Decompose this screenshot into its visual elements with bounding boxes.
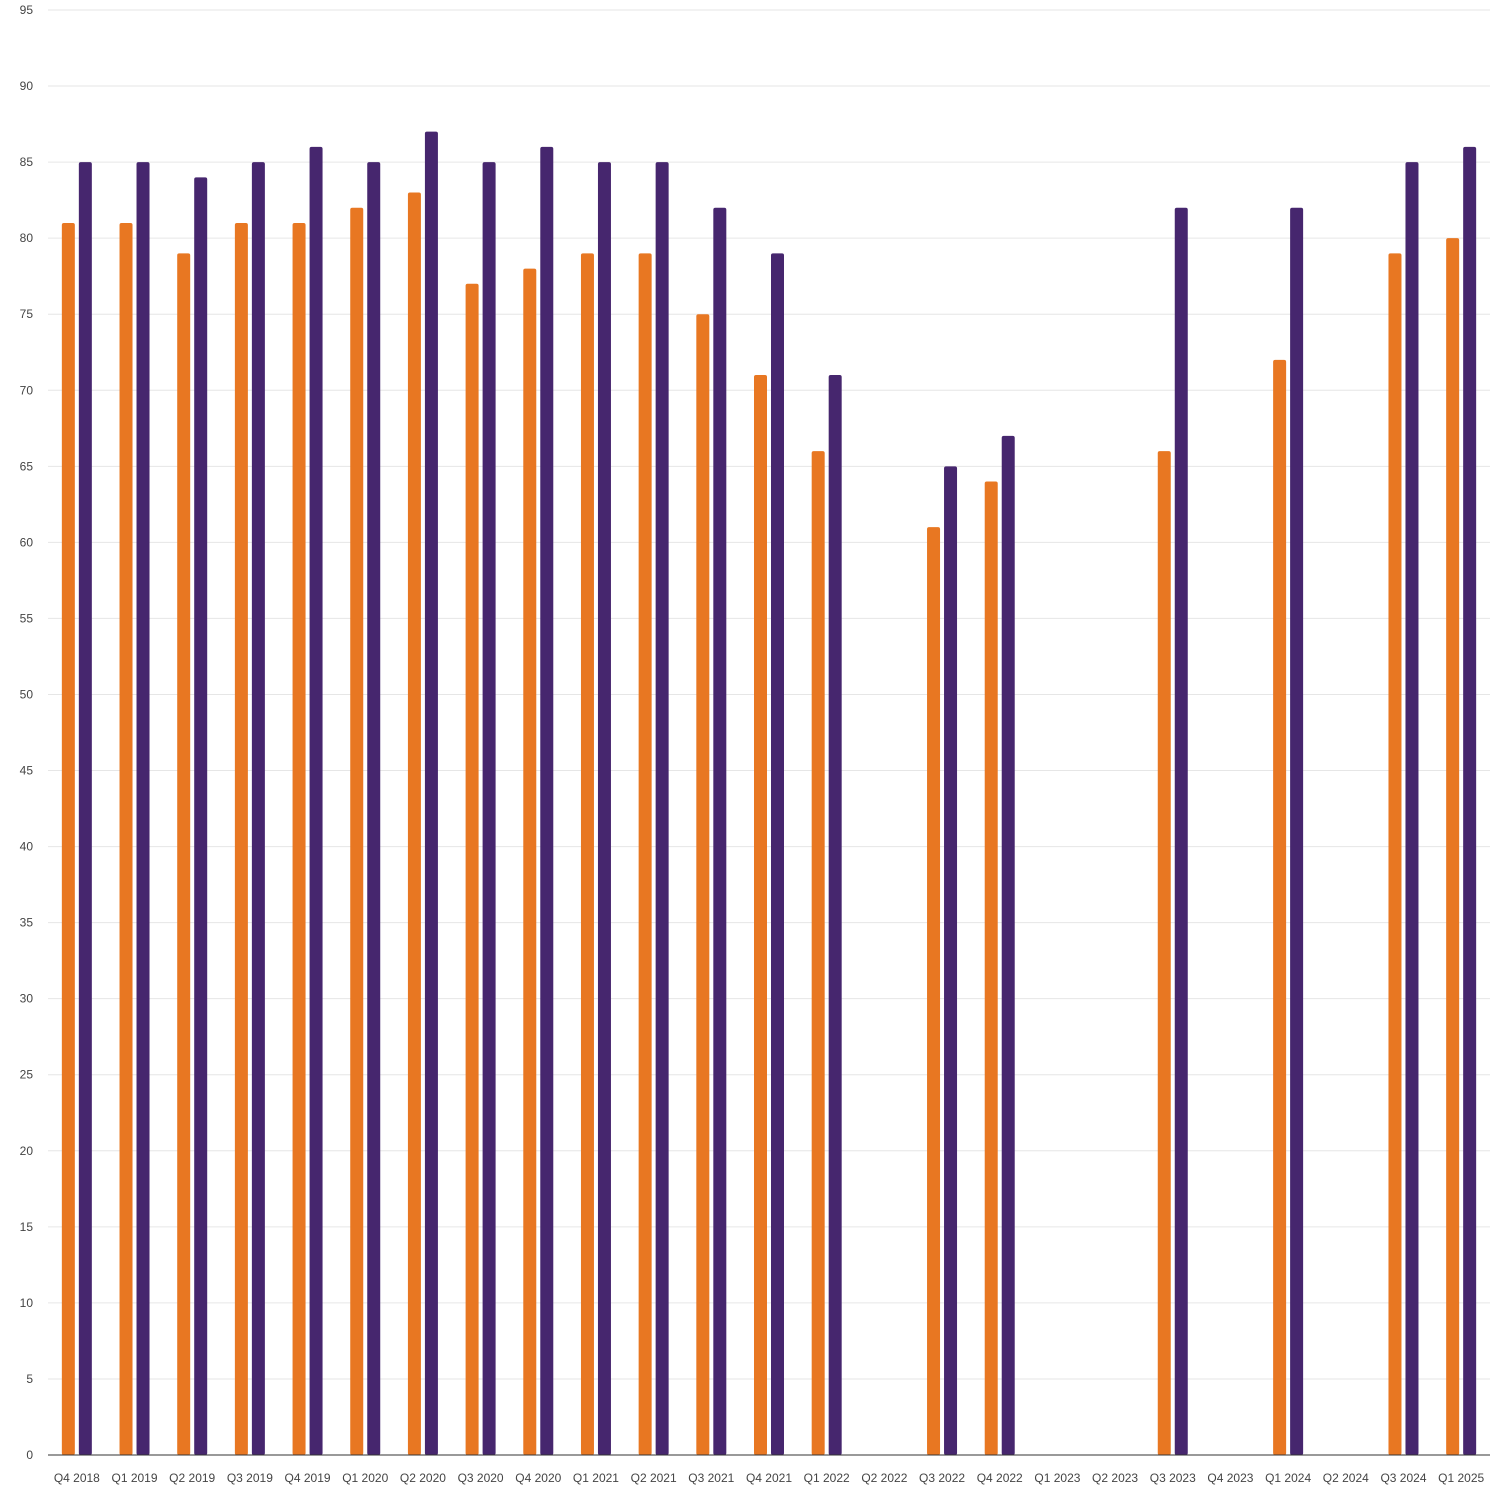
bar-series-1	[984, 481, 998, 1455]
bar-series-1	[754, 375, 767, 1456]
y-tick-label: 15	[20, 1220, 34, 1234]
x-tick-label: Q1 2022	[804, 1471, 850, 1485]
bar-series-2	[309, 146, 323, 1455]
y-tick-label: 90	[20, 79, 34, 93]
bar-series-1	[580, 253, 594, 1456]
x-tick-label: Q1 2025	[1438, 1471, 1484, 1485]
y-tick-label: 80	[20, 231, 34, 245]
x-tick-label: Q1 2021	[573, 1471, 619, 1485]
bar-series-2	[655, 162, 669, 1456]
x-tick-label: Q4 2019	[285, 1471, 331, 1485]
y-tick-label: 45	[20, 764, 34, 778]
gridlines	[48, 9, 1490, 1380]
y-tick-label: 60	[20, 535, 34, 549]
bar-series-2	[771, 253, 784, 1456]
x-tick-label: Q3 2019	[227, 1471, 273, 1485]
bar-series-1	[177, 253, 191, 1456]
y-tick-label: 30	[20, 992, 34, 1006]
bar-series-2	[136, 162, 150, 1456]
y-axis-tick-labels: 0 5 10 15 20 25 30 35 40 45 50 55 60 65 70 75 80 85 90 95	[20, 3, 34, 1462]
y-tick-label: 10	[20, 1296, 34, 1310]
bars	[61, 131, 1477, 1456]
bar-series-1	[1446, 238, 1460, 1455]
bar-series-1	[523, 268, 537, 1455]
bar-series-1	[407, 192, 421, 1455]
x-tick-label: Q1 2023	[1034, 1471, 1080, 1485]
x-tick-label: Q2 2022	[861, 1471, 907, 1485]
bar-series-2	[1001, 435, 1015, 1455]
x-tick-label: Q1 2024	[1265, 1471, 1311, 1485]
bar-series-1	[811, 451, 825, 1456]
x-tick-label: Q4 2022	[977, 1471, 1023, 1485]
y-tick-label: 65	[20, 459, 34, 473]
bar-series-2	[482, 162, 496, 1456]
x-axis-tick-labels: Q4 2018 Q1 2019 Q2 2019 Q3 2019 Q4 2019 Q1 20…	[54, 1471, 1485, 1485]
y-tick-label: 5	[26, 1372, 33, 1386]
y-tick-label: 70	[20, 383, 34, 397]
x-tick-label: Q2 2023	[1092, 1471, 1138, 1485]
x-tick-label: Q3 2022	[919, 1471, 965, 1485]
bar-series-1	[696, 314, 710, 1455]
bar-series-1	[465, 283, 479, 1456]
y-tick-label: 40	[20, 840, 34, 854]
x-tick-label: Q3 2020	[458, 1471, 504, 1485]
bar-series-2	[1174, 207, 1188, 1456]
bar-series-2	[828, 375, 842, 1456]
x-tick-label: Q3 2021	[688, 1471, 734, 1485]
bar-series-1	[1273, 359, 1287, 1456]
bar-series-1	[1388, 253, 1402, 1456]
y-tick-label: 0	[26, 1448, 33, 1462]
x-tick-label: Q1 2020	[342, 1471, 388, 1485]
x-tick-label: Q1 2019	[111, 1471, 157, 1485]
y-tick-label: 20	[20, 1144, 34, 1158]
bar-series-2	[251, 162, 265, 1456]
bar-series-2	[424, 131, 438, 1455]
x-tick-label: Q4 2020	[515, 1471, 561, 1485]
y-tick-label: 75	[20, 307, 34, 321]
bar-series-2	[713, 207, 727, 1456]
bar-series-2	[367, 162, 381, 1456]
bar-series-1	[234, 222, 248, 1455]
bar-series-2	[944, 466, 958, 1455]
y-tick-label: 95	[20, 3, 34, 17]
y-tick-label: 55	[20, 611, 34, 625]
bar-series-1	[61, 222, 75, 1455]
y-tick-label: 50	[20, 687, 34, 701]
x-tick-label: Q4 2021	[746, 1471, 792, 1485]
bar-series-1	[1157, 451, 1171, 1456]
x-tick-label: Q3 2023	[1150, 1471, 1196, 1485]
bar-series-1	[292, 222, 306, 1455]
x-tick-label: Q2 2024	[1323, 1471, 1369, 1485]
x-tick-label: Q2 2020	[400, 1471, 446, 1485]
y-tick-label: 25	[20, 1068, 34, 1082]
bar-series-2	[1290, 207, 1304, 1456]
x-tick-label: Q3 2024	[1380, 1471, 1426, 1485]
bar-series-2	[540, 146, 554, 1455]
bar-series-2	[1405, 162, 1419, 1456]
bar-series-1	[350, 207, 364, 1456]
bar-series-2	[194, 177, 208, 1455]
x-tick-label: Q2 2019	[169, 1471, 215, 1485]
bar-series-2	[1463, 146, 1477, 1455]
bar-series-1	[638, 253, 652, 1456]
x-tick-label: Q4 2023	[1207, 1471, 1253, 1485]
x-tick-label: Q2 2021	[631, 1471, 677, 1485]
bar-series-1	[119, 222, 133, 1455]
x-tick-label: Q4 2018	[54, 1471, 100, 1485]
bar-series-2	[78, 162, 92, 1456]
y-tick-label: 35	[20, 916, 34, 930]
y-tick-label: 85	[20, 155, 34, 169]
bar-series-1	[927, 527, 941, 1455]
bar-series-2	[597, 162, 611, 1456]
